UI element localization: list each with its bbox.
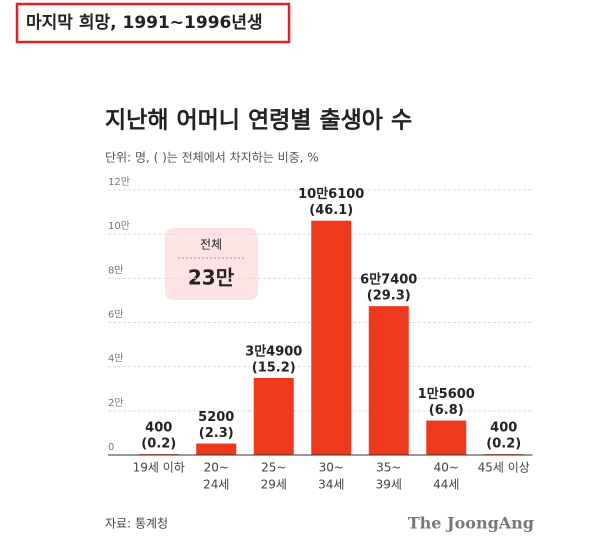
y-tick-label: 6만 — [108, 309, 124, 321]
x-tick-label: 30~ — [319, 461, 344, 475]
value-label: 400 — [490, 421, 517, 436]
share-label: (6.8) — [429, 403, 464, 418]
y-tick-label: 2만 — [108, 397, 124, 409]
share-label: (0.2) — [141, 437, 176, 452]
logo: The JoongAng — [408, 514, 534, 533]
total-value: 23만 — [188, 266, 235, 290]
total-box — [165, 228, 258, 300]
bar — [368, 306, 409, 455]
x-tick-label: 20~ — [204, 461, 229, 475]
x-tick-label: 24세 — [203, 478, 229, 492]
value-label: 10만6100 — [298, 186, 364, 202]
x-tick-label: 40~ — [434, 461, 459, 475]
x-tick-label: 44세 — [433, 478, 459, 492]
header-title: 마지막 희망, 1991~1996년생 — [26, 13, 263, 33]
value-label: 400 — [145, 421, 172, 436]
value-label: 6만7400 — [360, 272, 417, 288]
y-tick-label: 8만 — [108, 264, 124, 276]
share-label: (2.3) — [199, 426, 234, 441]
chart-title: 지난해 어머니 연령별 출생아 수 — [105, 108, 412, 134]
value-label: 3만4900 — [245, 343, 302, 359]
share-label: (46.1) — [309, 203, 353, 218]
share-label: (15.2) — [252, 360, 296, 375]
y-tick-label: 10만 — [108, 220, 130, 232]
x-tick-label: 19세 이하 — [133, 461, 185, 475]
chart-subtitle: 단위: 명, ( )는 전체에서 차지하는 비중, % — [105, 151, 319, 165]
bar — [253, 377, 294, 455]
x-tick-label: 35~ — [376, 461, 401, 475]
x-tick-label: 39세 — [376, 478, 402, 492]
bar — [426, 420, 467, 455]
y-tick-label: 12만 — [108, 176, 130, 188]
share-label: (29.3) — [367, 289, 411, 304]
x-tick-label: 34세 — [318, 478, 344, 492]
y-tick-label: 4만 — [108, 353, 124, 365]
header-box — [15, 2, 291, 44]
x-tick-label: 29세 — [261, 478, 287, 492]
bar — [311, 220, 352, 455]
value-label: 5200 — [198, 410, 234, 425]
x-tick-label: 25~ — [261, 461, 286, 475]
bar — [196, 443, 237, 455]
share-label: (0.2) — [486, 437, 521, 452]
x-tick-label: 45세 이상 — [478, 461, 530, 475]
y-tick-label: 0 — [108, 442, 114, 453]
total-label: 전체 — [200, 238, 222, 252]
value-label: 1만5600 — [418, 386, 475, 402]
source: 자료: 통계청 — [105, 517, 168, 531]
